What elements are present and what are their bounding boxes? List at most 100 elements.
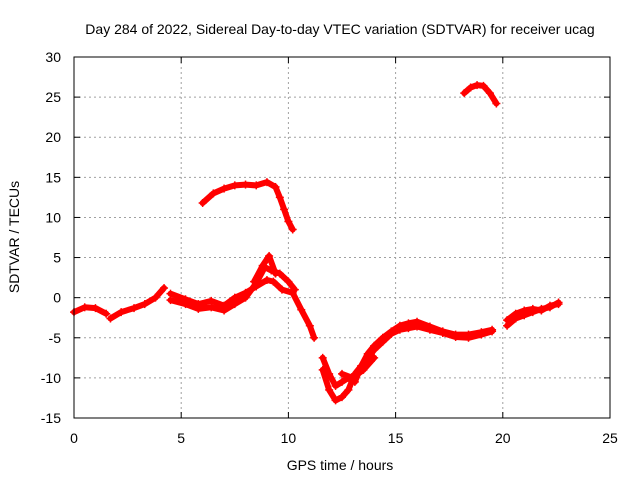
data-point (284, 217, 293, 226)
data-point (492, 99, 501, 108)
y-axis-label: SDTVAR / TECUs (6, 181, 22, 293)
plot-frame (73, 56, 611, 419)
data-point (160, 284, 169, 293)
data-point (477, 330, 486, 339)
y-tick-label: -10 (41, 370, 61, 386)
data-point (387, 329, 396, 338)
data-point (305, 321, 314, 330)
data-point (181, 300, 190, 309)
data-point (280, 205, 289, 214)
data-point (488, 327, 497, 336)
data-point (209, 189, 218, 198)
data-point (166, 296, 175, 305)
data-point (479, 81, 488, 90)
data-point (359, 365, 368, 374)
data-point (395, 325, 404, 334)
data-point (338, 393, 346, 402)
data-point (80, 303, 89, 312)
series-line-band-a (71, 304, 110, 317)
x-tick-label: 20 (495, 430, 511, 446)
data-point (269, 277, 278, 286)
x-tick-label: 10 (281, 430, 297, 446)
data-point (331, 396, 340, 405)
data-point (325, 385, 334, 394)
y-tick-label: 5 (53, 250, 61, 266)
y-tick-label: 0 (53, 290, 61, 306)
series-line-band-a (107, 285, 167, 322)
data-point (297, 305, 306, 314)
data-point (503, 316, 512, 325)
data-point (241, 293, 250, 302)
data-point (262, 276, 271, 285)
data-point (344, 385, 353, 394)
y-tick-labels: -15 -10 -5 0 5 10 15 20 25 30 (41, 49, 61, 426)
data-point (464, 333, 473, 342)
data-point (310, 333, 319, 342)
data-point (318, 365, 327, 374)
data-point (378, 337, 387, 346)
data-point (194, 304, 203, 313)
data-point (404, 324, 413, 333)
data-point (198, 199, 207, 208)
data-point (262, 178, 271, 187)
series-group (70, 81, 563, 405)
y-tick-label: 30 (45, 49, 61, 65)
data-point (252, 181, 261, 190)
data-point (520, 306, 529, 315)
y-tick-label: 10 (45, 209, 61, 225)
x-tick-label: 25 (602, 430, 618, 446)
data-point (271, 182, 280, 191)
data-point (318, 353, 327, 362)
data-point (277, 285, 286, 294)
data-point (230, 181, 239, 190)
axis-ticks (73, 56, 611, 419)
x-tick-label: 15 (388, 430, 404, 446)
data-point (460, 89, 469, 98)
data-point (331, 381, 340, 390)
series-line-band-c (199, 179, 296, 233)
data-point (438, 328, 447, 337)
data-point (258, 261, 267, 270)
data-point (130, 304, 139, 313)
data-point (290, 285, 299, 294)
y-tick-label: 15 (45, 169, 61, 185)
data-point (545, 301, 554, 310)
x-tick-label: 0 (70, 430, 78, 446)
y-tick-label: 20 (45, 129, 61, 145)
data-point (271, 269, 280, 278)
data-point (140, 300, 149, 309)
data-point (275, 193, 284, 202)
data-point (511, 309, 520, 318)
data-point (466, 83, 475, 92)
data-point (348, 373, 357, 382)
data-point (338, 377, 346, 386)
data-point (425, 325, 434, 334)
data-point (241, 180, 250, 189)
grid-lines (74, 57, 610, 418)
data-point (370, 345, 379, 354)
data-point (220, 306, 229, 315)
series-line-band-b (251, 253, 279, 285)
data-point (207, 303, 216, 312)
data-point (106, 314, 115, 323)
data-point (91, 304, 100, 313)
data-point (284, 277, 293, 286)
data-point (220, 184, 229, 193)
data-point (338, 369, 346, 378)
data-point (250, 277, 259, 286)
data-point (537, 306, 546, 315)
data-point (230, 300, 239, 309)
data-point (288, 225, 297, 234)
data-point (265, 251, 274, 260)
data-point (117, 308, 126, 317)
data-point (151, 293, 160, 302)
data-point (370, 353, 379, 362)
y-tick-label: -15 (41, 410, 61, 426)
data-point (554, 300, 563, 309)
y-tick-label: -5 (49, 330, 62, 346)
data-point (528, 304, 537, 313)
data-point (413, 322, 422, 331)
x-axis-label: GPS time / hours (287, 457, 394, 473)
data-point (451, 332, 460, 341)
